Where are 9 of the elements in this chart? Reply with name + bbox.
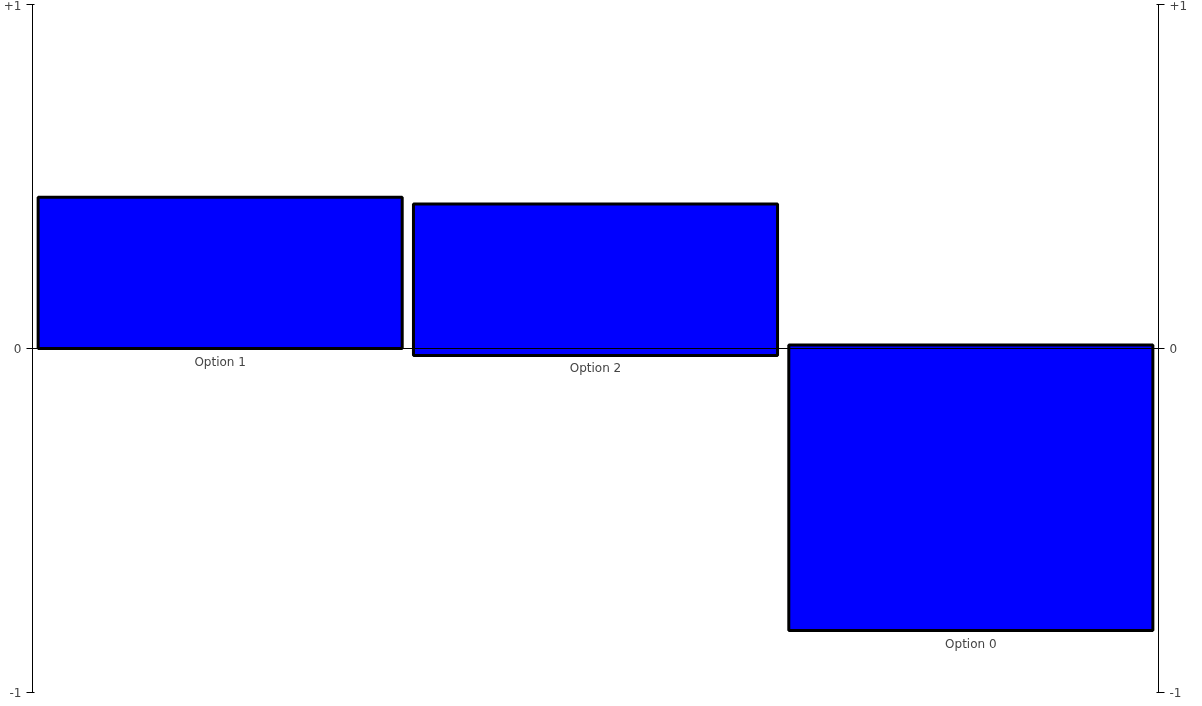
y2-tick-label: 0 [1169, 342, 1178, 356]
y2-tick-label: -1 [1169, 686, 1182, 700]
y-tick-label: -1 [9, 686, 22, 700]
x-tick-label: Option 1 [194, 354, 246, 369]
x-tick-label: Option 2 [569, 361, 622, 376]
y-tick-label: +1 [3, 0, 22, 13]
y-tick-label: 0 [13, 342, 22, 356]
x-tick-label: Option 0 [945, 636, 997, 651]
y2-tick-label: +1 [1169, 0, 1188, 13]
